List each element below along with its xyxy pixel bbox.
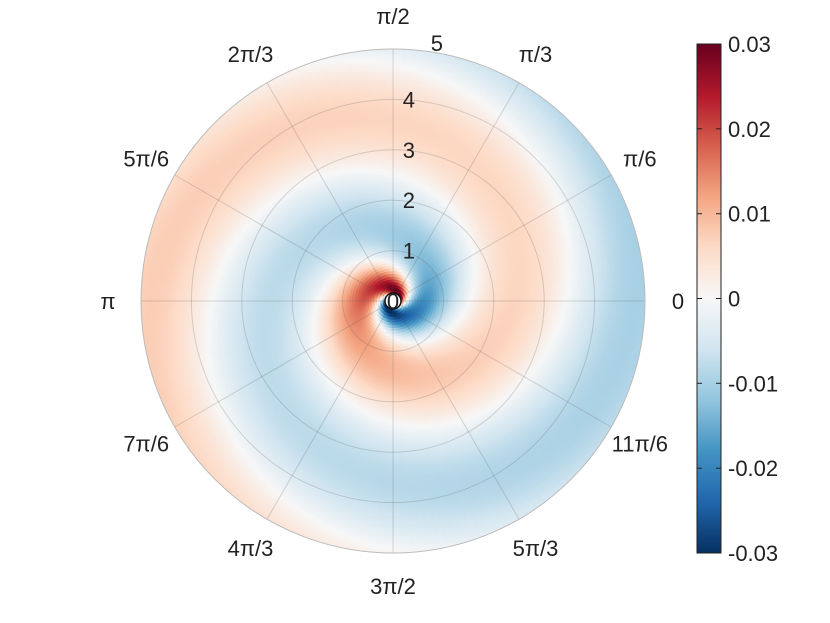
heatmap-field: [141, 49, 645, 553]
